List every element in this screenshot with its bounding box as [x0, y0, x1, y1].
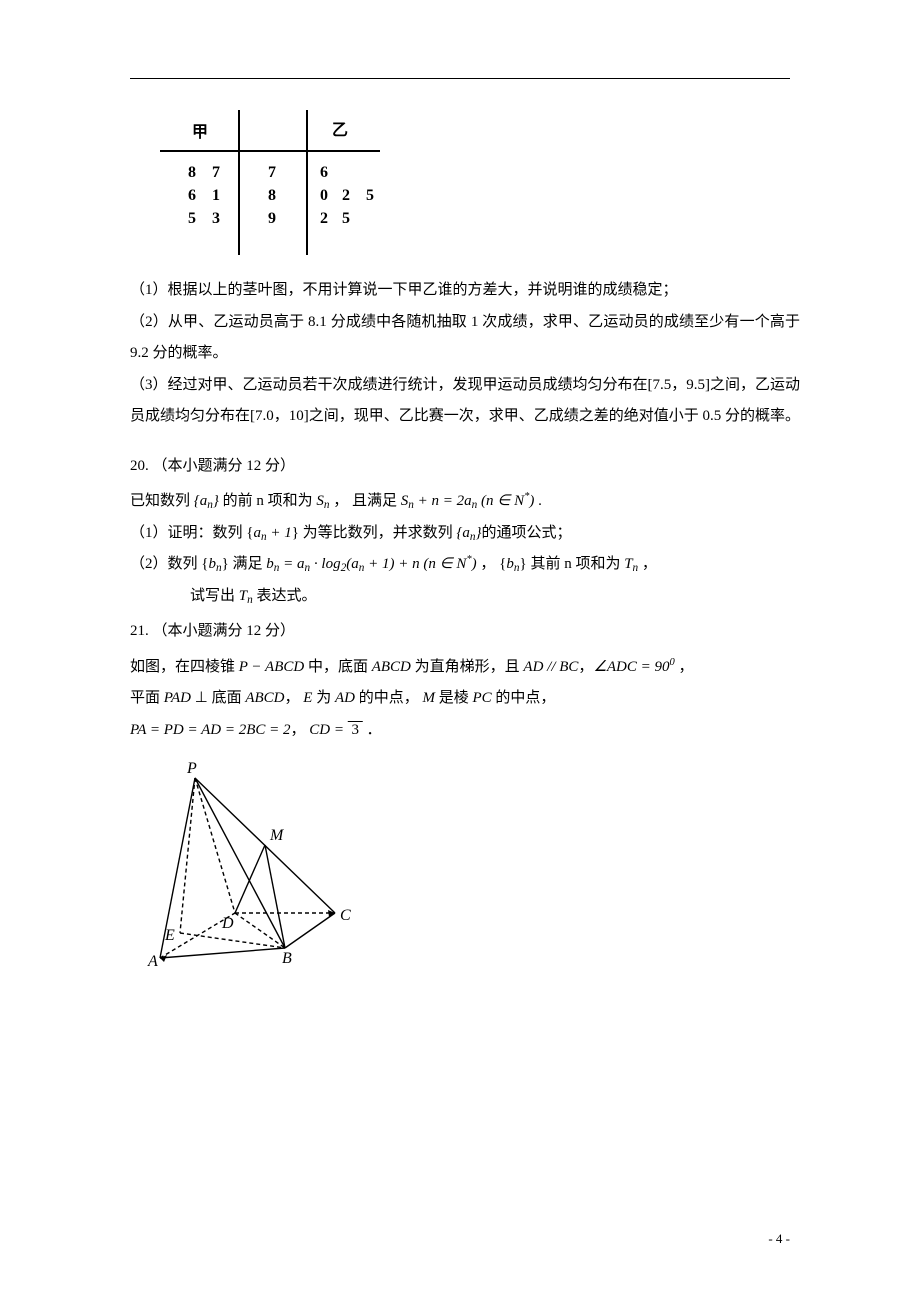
- t: ，: [642, 556, 657, 572]
- lbl-A: A: [147, 953, 158, 968]
- sl-l-2-0: 5: [188, 211, 196, 227]
- t: PA = PD = AD = 2BC = 2: [130, 722, 291, 738]
- t: AD // BC: [523, 659, 578, 675]
- sl-l-2-1: 3: [212, 211, 220, 227]
- sl-l-0-1: 7: [212, 165, 220, 181]
- q20-p2: （2）数列 {bn} 满足 bn = an · log2(an + 1) + n…: [130, 549, 800, 581]
- sl-r-1-1: 2: [342, 188, 350, 204]
- t: ，: [285, 690, 304, 706]
- t: CD = 3: [309, 722, 362, 738]
- q20-intro: 已知数列 {an} 的前 n 项和为 Sn ， 且满足 Sn + n = 2an…: [130, 486, 800, 518]
- q20-title: 20. （本小题满分 12 分）: [130, 451, 800, 483]
- t: PAD: [164, 690, 191, 706]
- t: AD: [335, 690, 355, 706]
- sl-stem-2: 9: [268, 211, 276, 227]
- sl-r-0-0: 6: [320, 165, 328, 181]
- t: Tn: [624, 556, 638, 572]
- t: 为直角梯形，且: [411, 659, 524, 675]
- lbl-B: B: [282, 950, 292, 967]
- lbl-M: M: [269, 827, 285, 844]
- t: {an}: [456, 525, 481, 541]
- sl-stem-0: 7: [268, 165, 276, 181]
- t: {an}: [194, 493, 219, 509]
- q19-p2: （2）从甲、乙运动员高于 8.1 分成绩中各随机抽取 1 次成绩，求甲、乙运动员…: [130, 307, 800, 370]
- t: Sn + n = 2an (n ∈ N*): [401, 493, 535, 509]
- t: 已知数列: [130, 493, 190, 509]
- t: ， 且满足: [333, 493, 401, 509]
- t: 如图，在四棱锥: [130, 659, 239, 675]
- t: 的中点，: [492, 690, 556, 706]
- sl-divider-right: [306, 110, 308, 255]
- t: ⊥ 底面: [191, 690, 245, 706]
- body-text: （1）根据以上的茎叶图，不用计算说一下甲乙谁的方差大，并说明谁的成绩稳定； （2…: [130, 275, 800, 973]
- lbl-D: D: [221, 915, 234, 932]
- sl-header-rule: [160, 150, 380, 152]
- t: } 为等比数列，并求数列: [292, 525, 453, 541]
- t: 为: [312, 690, 335, 706]
- top-rule: [130, 78, 790, 79]
- t: 试写出 Tn 表达式。: [190, 588, 317, 604]
- sl-l-0-0: 8: [188, 165, 196, 181]
- sl-r-2-1: 5: [342, 211, 350, 227]
- t: 的前 n 项和为: [223, 493, 313, 509]
- sl-header-left: 甲: [192, 125, 208, 141]
- lbl-P: P: [186, 760, 197, 777]
- sl-stem-1: 8: [268, 188, 276, 204]
- q21-l1: 如图，在四棱锥 P − ABCD 中，底面 ABCD 为直角梯形，且 AD //…: [130, 652, 800, 684]
- t: ，: [578, 659, 593, 675]
- t: （2）数列 {: [130, 556, 208, 572]
- t: 是棱: [435, 690, 473, 706]
- sl-l-1-1: 1: [212, 188, 220, 204]
- t: .: [538, 493, 542, 509]
- pyramid-svg: P M D C E B A: [140, 758, 375, 968]
- t: ．: [367, 722, 382, 738]
- t: 平面: [130, 690, 164, 706]
- lbl-E: E: [164, 927, 175, 944]
- q20-p1: （1）证明：数列 {an + 1} 为等比数列，并求数列 {an}的通项公式；: [130, 518, 800, 550]
- q19-p1: （1）根据以上的茎叶图，不用计算说一下甲乙谁的方差大，并说明谁的成绩稳定；: [130, 275, 800, 307]
- page: 甲 乙 8 7 7 6 6 1 8 0 2 5 5 3 9 2 5 （1）根据以…: [0, 0, 920, 1302]
- sl-divider-left: [238, 110, 240, 255]
- t: P − ABCD: [239, 659, 304, 675]
- t: an + 1: [253, 525, 291, 541]
- sl-r-2-0: 2: [320, 211, 328, 227]
- t: PC: [472, 690, 491, 706]
- page-number: - 4 -: [768, 1231, 790, 1247]
- t: ，: [675, 659, 694, 675]
- sl-l-1-0: 6: [188, 188, 196, 204]
- t: Sn: [316, 493, 329, 509]
- t: （1）证明：数列 {: [130, 525, 253, 541]
- sl-r-1-2: 5: [366, 188, 374, 204]
- q20-p3: 试写出 Tn 表达式。: [130, 581, 800, 613]
- t: ∠ADC = 900: [593, 659, 674, 675]
- t: 中，底面: [304, 659, 372, 675]
- t: 的通项公式；: [482, 525, 572, 541]
- t: ABCD: [372, 659, 411, 675]
- t: M: [422, 690, 435, 706]
- t: 的中点，: [355, 690, 423, 706]
- q21-l3: PA = PD = AD = 2BC = 2， CD = 3 ．: [130, 715, 800, 747]
- q21-l2: 平面 PAD ⊥ 底面 ABCD， E 为 AD 的中点， M 是棱 PC 的中…: [130, 683, 800, 715]
- t: ABCD: [245, 690, 284, 706]
- t: bn: [208, 556, 221, 572]
- t: ，: [291, 722, 306, 738]
- q19-p3: （3）经过对甲、乙运动员若干次成绩进行统计，发现甲运动员成绩均匀分布在[7.5，…: [130, 370, 800, 433]
- t: ， {bn} 其前 n 项和为: [480, 556, 620, 572]
- pyramid-figure: P M D C E B A: [140, 758, 800, 973]
- stem-leaf-plot: 甲 乙 8 7 7 6 6 1 8 0 2 5 5 3 9 2 5: [160, 110, 380, 255]
- sl-header-right: 乙: [332, 123, 348, 139]
- t: } 满足: [222, 556, 267, 572]
- lbl-C: C: [340, 907, 351, 924]
- q21-title: 21. （本小题满分 12 分）: [130, 616, 800, 648]
- sl-r-1-0: 0: [320, 188, 328, 204]
- t: bn = an · log2(an + 1) + n (n ∈ N*): [266, 556, 476, 572]
